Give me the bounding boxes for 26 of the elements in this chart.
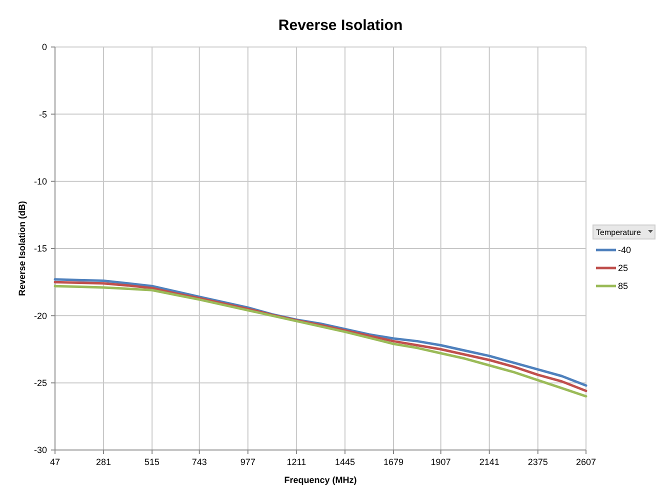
x-tick-label: 515 (144, 457, 160, 467)
x-tick-label: 2607 (576, 457, 596, 467)
y-tick-label: -20 (34, 310, 47, 321)
y-tick-label: -5 (38, 109, 47, 120)
y-tick-label: 0 (42, 42, 47, 52)
legend-label: -40 (618, 245, 632, 256)
x-tick-label: 1211 (286, 457, 306, 467)
y-tick-label: -15 (34, 244, 47, 254)
legend-label: 85 (618, 281, 628, 292)
y-tick-label: -30 (34, 445, 47, 456)
legend-label: 25 (618, 263, 628, 274)
x-tick-label: 47 (50, 457, 60, 467)
x-tick-label: 2375 (528, 457, 548, 467)
x-tick-label: 1679 (383, 457, 404, 467)
x-tick-label: 1445 (334, 457, 355, 467)
x-tick-label: 281 (96, 457, 112, 467)
x-axis-title: Frequency (MHz) (284, 475, 357, 485)
x-tick-label: 977 (240, 457, 256, 467)
chart-title: Reverse Isolation (278, 17, 403, 34)
x-tick-label: 743 (192, 457, 207, 467)
y-tick-label: -25 (34, 378, 47, 388)
y-tick-label: -10 (34, 176, 47, 186)
legend-title: Temperature (596, 228, 642, 237)
x-tick-label: 1907 (430, 457, 451, 467)
x-tick-label: 2141 (479, 457, 500, 467)
y-axis-title: Reverse Isolation (dB) (17, 200, 27, 296)
